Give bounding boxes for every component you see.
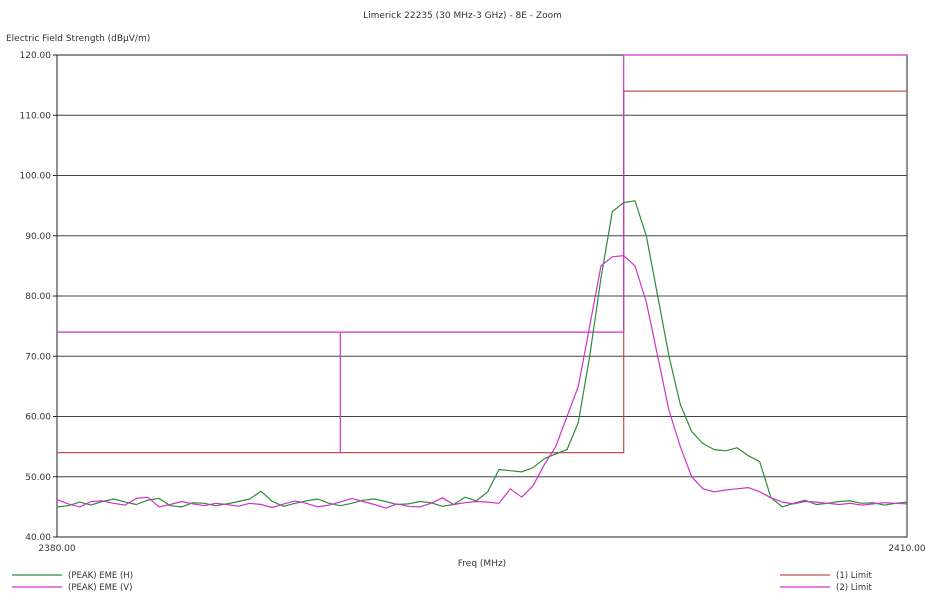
x-tick-label: 2410.00 bbox=[888, 544, 925, 554]
legend-label: (2) Limit bbox=[836, 583, 872, 593]
y-axis-label: Electric Field Strength (dBµV/m) bbox=[6, 34, 150, 44]
series-line-2-limit bbox=[57, 54, 907, 454]
y-tick-label: 60.00 bbox=[25, 413, 51, 423]
legend-label: (PEAK) EME (V) bbox=[68, 583, 132, 593]
y-tick-label: 40.00 bbox=[25, 533, 51, 543]
y-tick-label: 50.00 bbox=[25, 473, 51, 483]
chart-title: Limerick 22235 (30 MHz-3 GHz) - 8E - Zoo… bbox=[363, 11, 562, 21]
series-line-peak-eme-v bbox=[56, 255, 908, 509]
series-line-1-limit bbox=[57, 90, 907, 454]
y-tick-label: 100.00 bbox=[20, 172, 52, 182]
y-tick-label: 120.00 bbox=[20, 51, 52, 61]
y-tick-label: 80.00 bbox=[25, 292, 51, 302]
y-tick-label: 110.00 bbox=[20, 111, 52, 121]
series-line-peak-eme-h bbox=[56, 200, 908, 508]
x-tick-label: 2380.00 bbox=[38, 544, 75, 554]
legend-label: (1) Limit bbox=[836, 571, 872, 581]
x-axis-label: Freq (MHz) bbox=[458, 559, 506, 569]
legend-label: (PEAK) EME (H) bbox=[68, 571, 133, 581]
y-tick-label: 70.00 bbox=[25, 352, 51, 362]
y-tick-label: 90.00 bbox=[25, 232, 51, 242]
